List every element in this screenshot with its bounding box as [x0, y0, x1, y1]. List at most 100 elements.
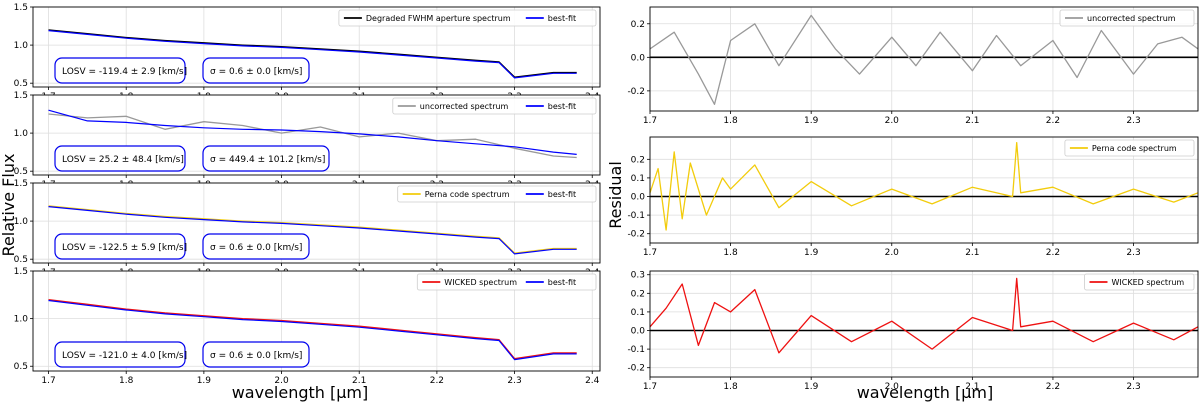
- x-tick-label: 2.1: [965, 382, 979, 392]
- y-tick-label: 0.0: [631, 327, 646, 337]
- legend: uncorrected spectrum best-fit: [392, 97, 597, 115]
- series-line-perna-code-spectrum: [649, 141, 1199, 231]
- y-tick-label: 1.5: [14, 91, 28, 101]
- x-tick-label: 2.2: [1046, 116, 1060, 126]
- panel-left-4: 1.7 1.8 1.9 2.0 2.1 2.2 2.3 2.4 0.5 1.0 1.5 WICKED …: [14, 267, 601, 386]
- legend-label: uncorrected spectrum: [420, 102, 509, 111]
- x-tick-label: 2.1: [352, 376, 366, 386]
- x-tick-label: 1.9: [804, 248, 819, 258]
- x-tick-label: 2.3: [1126, 382, 1140, 392]
- x-tick-label: 2.1: [965, 248, 979, 258]
- y-tick-label: 0.1: [631, 174, 645, 184]
- panel-left-2: 1.71.81.92.02.12.22.32.40.51.01.5uncorre…: [14, 91, 601, 190]
- series-line-best-fit: [48, 109, 577, 155]
- legend-label: uncorrected spectrum: [1087, 14, 1176, 23]
- legend-box: [338, 9, 597, 27]
- plot-frame: [649, 136, 1199, 244]
- y-tick-label: 1.0: [14, 217, 29, 227]
- x-tick-label: 1.8: [723, 248, 738, 258]
- x-tick-label: 2.2: [1046, 248, 1060, 258]
- annotation-box: [202, 233, 310, 260]
- legend-box: [392, 97, 597, 115]
- legend-box: [1059, 9, 1195, 27]
- left-xlabel: wavelength [μm]: [232, 383, 369, 402]
- annotation-label: LOSV = -121.0 ± 4.0 [km/s]: [62, 351, 187, 361]
- left-ylabel: Relative Flux: [0, 154, 18, 257]
- right-ylabel: Residual: [606, 161, 625, 229]
- panel-right-2: 1.7 1.8 1.9 2.0 2.1 2.2 2.3 -0.2 -0.1 0.0 0.1 0.2 Pe…: [627, 136, 1199, 258]
- legend: WICKED spectrum: [1084, 273, 1195, 291]
- y-tick-label: 0.5: [14, 255, 28, 265]
- x-tick-label: 1.8: [119, 376, 134, 386]
- right-xlabel: wavelength [μm]: [857, 383, 994, 402]
- legend-box: [397, 185, 597, 203]
- y-tick-label: 0.3: [631, 271, 645, 281]
- y-tick-label: -0.2: [627, 230, 645, 240]
- y-tick-label: 0.5: [14, 167, 28, 177]
- x-tick-label: 2.4: [585, 376, 600, 386]
- y-tick-label: 1.5: [14, 3, 28, 13]
- y-tick-label: 0.2: [631, 20, 645, 30]
- annotation-label: σ = 0.6 ± 0.0 [km/s]: [210, 351, 302, 361]
- series-line-wicked-spectrum: [48, 298, 577, 360]
- x-tick-label: 2.0: [274, 376, 289, 386]
- annotation-box: [202, 57, 310, 84]
- annotation-label: LOSV = -119.4 ± 2.9 [km/s]: [62, 67, 187, 77]
- legend: Perna code spectrum: [1064, 139, 1195, 157]
- x-tick-label: 1.7: [643, 248, 657, 258]
- legend-label: best-fit: [548, 14, 576, 23]
- legend-label: Perna code spectrum: [1092, 144, 1177, 153]
- annotation-label: LOSV = -122.5 ± 5.9 [km/s]: [62, 243, 187, 253]
- y-tick-label: 1.0: [14, 129, 29, 139]
- y-tick-label: 0.5: [14, 362, 28, 372]
- x-tick-label: 2.1: [965, 116, 979, 126]
- panels-layer: 1.7 1.8 1.9 2.0 2.1 2.2 2.3 2.4 0.5 1.0 1.5 Degrade…: [14, 3, 1199, 392]
- panel-right-1: 1.7 1.8 1.9 2.0 2.1 2.2 2.3 -0.2 0.0 0.2 uncorrect…: [627, 6, 1199, 126]
- annotation-label: σ = 449.4 ± 101.2 [km/s]: [210, 155, 325, 165]
- series-line-best-fit: [48, 30, 577, 79]
- legend-label: best-fit: [548, 190, 576, 199]
- legend-box: [1064, 139, 1195, 157]
- annotation-box: [54, 233, 186, 260]
- x-tick-label: 1.9: [804, 116, 819, 126]
- plot-frame: [32, 182, 601, 264]
- x-tick-label: 1.7: [41, 376, 55, 386]
- x-tick-label: 2.2: [430, 376, 444, 386]
- annotation-label: LOSV = 25.2 ± 48.4 [km/s]: [62, 155, 184, 165]
- plot-frame: [649, 270, 1199, 378]
- panel-left-1: 1.71.81.92.02.12.22.32.40.51.01.5Degrade…: [14, 3, 601, 102]
- y-tick-label: 0.1: [631, 308, 645, 318]
- x-tick-label: 2.3: [507, 376, 521, 386]
- legend: uncorrected spectrum: [1059, 9, 1195, 27]
- legend-label: Perna code spectrum: [425, 190, 510, 199]
- legend-box: [1084, 273, 1195, 291]
- y-tick-label: 1.0: [14, 41, 29, 51]
- annotation-label: σ = 0.6 ± 0.0 [km/s]: [210, 67, 302, 77]
- x-tick-label: 2.0: [885, 248, 900, 258]
- legend: WICKED spectrum best-fit: [416, 273, 597, 291]
- x-tick-label: 1.9: [804, 382, 819, 392]
- y-tick-label: 1.5: [14, 267, 28, 277]
- x-tick-label: 1.9: [197, 376, 212, 386]
- panel-right-3: 1.7 1.8 1.9 2.0 2.1 2.2 2.3 -0.2 -0.1 0.0 0.1 0.2 0.…: [627, 270, 1199, 392]
- legend-label: best-fit: [548, 102, 576, 111]
- legend-label: WICKED spectrum: [444, 278, 517, 287]
- y-tick-label: 0.0: [631, 53, 646, 63]
- x-tick-label: 2.0: [885, 116, 900, 126]
- x-tick-label: 2.2: [1046, 382, 1060, 392]
- plot-frame: [649, 6, 1199, 112]
- legend-label: best-fit: [548, 278, 576, 287]
- y-tick-label: -0.2: [627, 364, 645, 374]
- y-tick-label: 0.2: [631, 155, 645, 165]
- legend: Degraded FWHM aperture spectrum best-fit: [338, 9, 597, 27]
- series-line-wicked-spectrum: [649, 277, 1199, 354]
- annotation-box: [54, 57, 186, 84]
- y-tick-label: 1.0: [14, 315, 29, 325]
- annotation-box: [202, 145, 330, 172]
- x-tick-label: 1.7: [643, 382, 657, 392]
- y-tick-label: 0.2: [631, 289, 645, 299]
- series-line-best-fit: [48, 299, 577, 361]
- legend-label: WICKED spectrum: [1112, 278, 1185, 287]
